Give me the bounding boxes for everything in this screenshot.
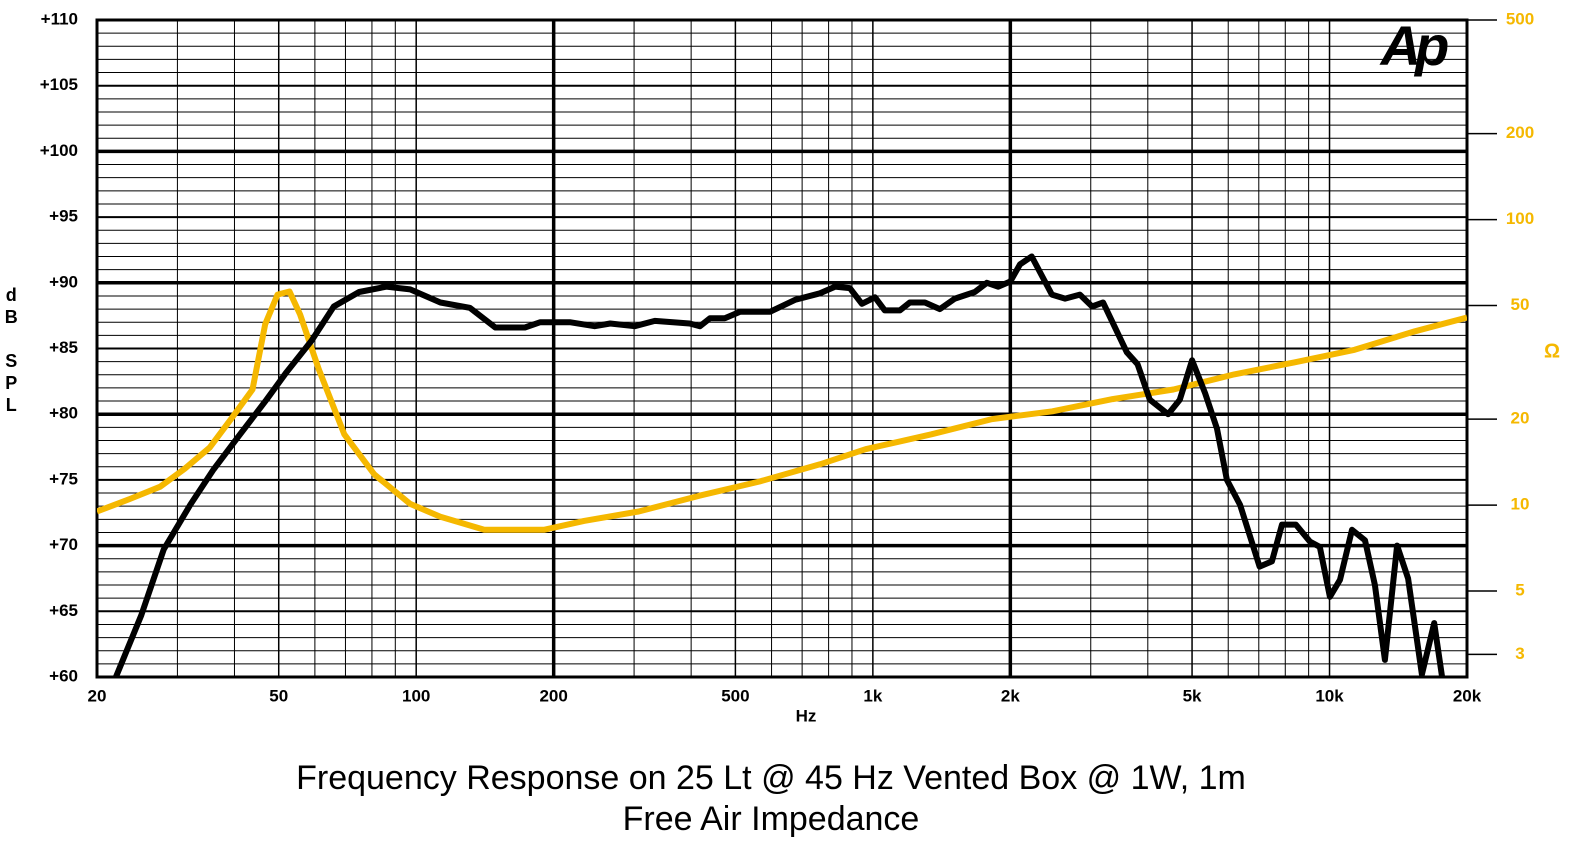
y-tick-label: +95 bbox=[49, 207, 78, 226]
x-tick-label: 5k bbox=[1183, 686, 1202, 705]
chart-title: Frequency Response on 25 Lt @ 45 Hz Vent… bbox=[296, 759, 1246, 797]
y-tick-label: +100 bbox=[40, 141, 78, 160]
x-tick-label: 50 bbox=[269, 686, 288, 705]
y-tick-label: +110 bbox=[41, 9, 78, 28]
x-tick-label: 100 bbox=[402, 686, 430, 705]
y-tick-label: +90 bbox=[49, 272, 78, 291]
y2-tick-label: 10 bbox=[1511, 495, 1530, 514]
series-line bbox=[113, 253, 1446, 677]
y2-tick-label: 5 bbox=[1515, 581, 1524, 600]
y-tick-label: +65 bbox=[49, 601, 78, 620]
y2-tick-label: 100 bbox=[1506, 209, 1534, 228]
y-tick-label: +75 bbox=[49, 469, 78, 488]
x-tick-label: 10k bbox=[1315, 686, 1344, 705]
y2-tick-label: 50 bbox=[1511, 295, 1530, 314]
y-tick-label: +85 bbox=[49, 338, 78, 357]
logo: Ap bbox=[1379, 14, 1448, 77]
y2-tick-label: 3 bbox=[1515, 644, 1524, 663]
y2-tick-label: 500 bbox=[1506, 9, 1534, 28]
x-axis-label: Hz bbox=[796, 706, 817, 725]
x-tick-label: 2k bbox=[1001, 686, 1020, 705]
x-tick-label: 20 bbox=[88, 686, 107, 705]
series-line bbox=[97, 288, 1467, 533]
y2-axis-label: Ω bbox=[1544, 340, 1560, 362]
y-tick-label: +105 bbox=[40, 75, 78, 94]
chart-subtitle: Free Air Impedance bbox=[623, 800, 920, 838]
y-tick-label: +80 bbox=[49, 404, 78, 423]
x-tick-label: 20k bbox=[1453, 686, 1482, 705]
y2-tick-label: 200 bbox=[1506, 123, 1534, 142]
x-tick-label: 200 bbox=[539, 686, 567, 705]
y-tick-label: +60 bbox=[49, 666, 78, 685]
x-tick-label: 500 bbox=[721, 686, 749, 705]
x-tick-label: 1k bbox=[863, 686, 882, 705]
y-axis-label: dB SPL bbox=[1, 285, 21, 417]
y-tick-label: +70 bbox=[49, 535, 78, 554]
plot-frame bbox=[95, 18, 1469, 679]
y2-tick-label: 20 bbox=[1511, 409, 1530, 428]
